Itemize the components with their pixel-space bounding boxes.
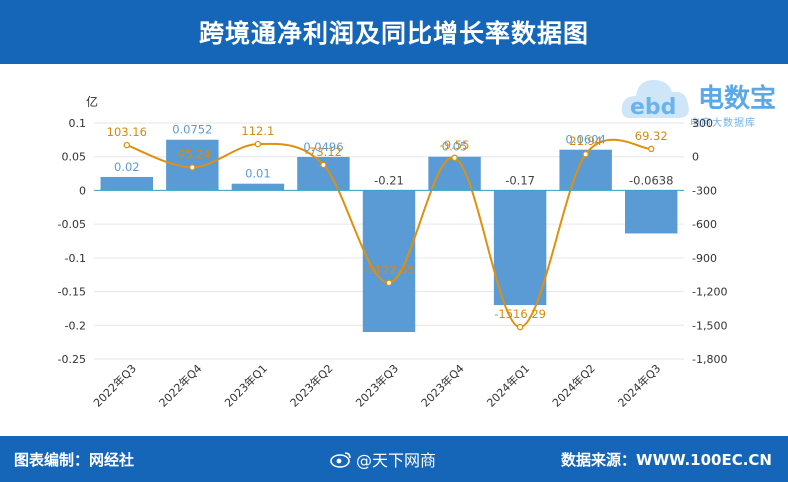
y-left-tick-label: -0.15 bbox=[58, 286, 86, 299]
line-data-label: -1516.29 bbox=[494, 307, 546, 321]
x-tick-label: 2023年Q1 bbox=[221, 361, 270, 410]
line-data-label: 103.16 bbox=[107, 125, 147, 139]
y-right-tick-label: -900 bbox=[692, 252, 717, 265]
line-data-label: -95.24 bbox=[174, 147, 211, 161]
bar bbox=[428, 156, 481, 191]
growth-rate-point bbox=[516, 323, 524, 331]
y-left-tick-label: -0.1 bbox=[65, 252, 86, 265]
logo-mark: ebd bbox=[630, 95, 676, 120]
bars-layer bbox=[100, 139, 678, 333]
x-tick-label: 2022年Q4 bbox=[156, 361, 205, 410]
bar-data-label: 0.02 bbox=[114, 160, 140, 174]
line-layer bbox=[123, 138, 655, 331]
footer-weibo[interactable]: @天下网商 bbox=[330, 447, 436, 471]
logo-brand: 电数宝 bbox=[698, 84, 777, 114]
logo: ebd 电数宝 电商大数据库 bbox=[620, 68, 785, 129]
bar-data-label: 0.0604 bbox=[566, 133, 606, 147]
x-tick-label: 2024年Q2 bbox=[549, 361, 598, 410]
bar bbox=[625, 190, 678, 234]
bar-data-label: -0.0638 bbox=[629, 173, 673, 187]
y-right-tick-label: -1,800 bbox=[692, 353, 727, 366]
y-left-tick-label: 0.05 bbox=[62, 151, 87, 164]
logo-subtitle: 电商大数据库 bbox=[690, 118, 756, 129]
line-data-label: -73.12 bbox=[305, 145, 342, 159]
x-tick-label: 2023年Q3 bbox=[353, 361, 402, 410]
growth-rate-point bbox=[582, 150, 589, 158]
y-left-tick-label: 0.1 bbox=[69, 117, 87, 130]
line-data-label: 69.32 bbox=[635, 129, 668, 143]
bar-data-label: -0.17 bbox=[505, 173, 535, 187]
growth-rate-point bbox=[254, 140, 262, 148]
y-right-tick-label: -600 bbox=[692, 218, 717, 231]
y-left-tick-label: -0.2 bbox=[65, 319, 86, 332]
bar-data-label: -0.21 bbox=[374, 173, 404, 187]
y-right-tick-label: -1,200 bbox=[692, 286, 727, 299]
growth-rate-point bbox=[451, 154, 458, 162]
line-data-label: 112.1 bbox=[241, 124, 274, 138]
footer-bar: 图表编制：网经社 @天下网商 数据来源：WWW.100EC.CN bbox=[0, 436, 788, 482]
weibo-icon bbox=[330, 452, 351, 468]
bar-data-label: 0.0496 bbox=[303, 140, 343, 154]
bar-data-label: 0.05 bbox=[442, 140, 468, 154]
y-left-tick-label: -0.05 bbox=[58, 218, 86, 231]
x-tick-label: 2024年Q3 bbox=[615, 361, 664, 410]
line-data-label: -9.55 bbox=[440, 138, 470, 152]
header-bar: 跨境通净利润及同比增长率数据图 bbox=[0, 0, 788, 64]
growth-rate-point bbox=[123, 141, 131, 149]
y-right-tick-label: -300 bbox=[692, 184, 717, 197]
y-right-tick-label: 0 bbox=[692, 151, 699, 164]
footer-source: 数据来源：WWW.100EC.CN bbox=[561, 450, 772, 469]
x-tick-label: 2024年Q1 bbox=[484, 361, 533, 410]
bar bbox=[100, 176, 153, 191]
bar bbox=[231, 183, 285, 191]
growth-rate-point bbox=[189, 164, 196, 171]
growth-rate-line bbox=[126, 138, 652, 329]
y-left-unit: 亿 bbox=[86, 94, 98, 109]
y-right-tick-label: -1,500 bbox=[692, 319, 727, 332]
chart-title: 跨境通净利润及同比增长率数据图 bbox=[198, 19, 589, 48]
x-tick-label: 2023年Q4 bbox=[418, 361, 467, 410]
x-tick-label: 2023年Q2 bbox=[287, 361, 336, 410]
growth-rate-point bbox=[647, 145, 655, 153]
y-right-tick-label: 300 bbox=[692, 117, 713, 130]
bar bbox=[493, 190, 547, 306]
labels-layer: 0.02 0.0752 0.01 0.0496 -0.21 0.05 -0.17 0.0604… bbox=[107, 123, 674, 321]
growth-rate-point bbox=[320, 161, 327, 169]
x-tick-label: 2022年Q3 bbox=[90, 361, 139, 410]
bar-data-label: 0.01 bbox=[245, 167, 271, 181]
cloud-logo-icon: ebd bbox=[621, 80, 689, 120]
y-left-tick-label: -0.25 bbox=[58, 353, 86, 366]
footer-weibo-label: @天下网商 bbox=[356, 451, 437, 470]
bar bbox=[362, 190, 416, 333]
footer-compiler: 图表编制：网经社 bbox=[14, 450, 135, 469]
bar-data-label: 0.0752 bbox=[172, 123, 212, 137]
line-data-label: 21.94 bbox=[569, 134, 602, 148]
chart-area: 亿 0.02 0.0752 0.01 0.0496 -0.21 0.05 -0.17 0.06… bbox=[58, 94, 728, 410]
y-left-tick-label: 0 bbox=[79, 184, 86, 197]
line-data-label: -1122.65 bbox=[363, 263, 415, 277]
growth-rate-point bbox=[385, 279, 393, 287]
